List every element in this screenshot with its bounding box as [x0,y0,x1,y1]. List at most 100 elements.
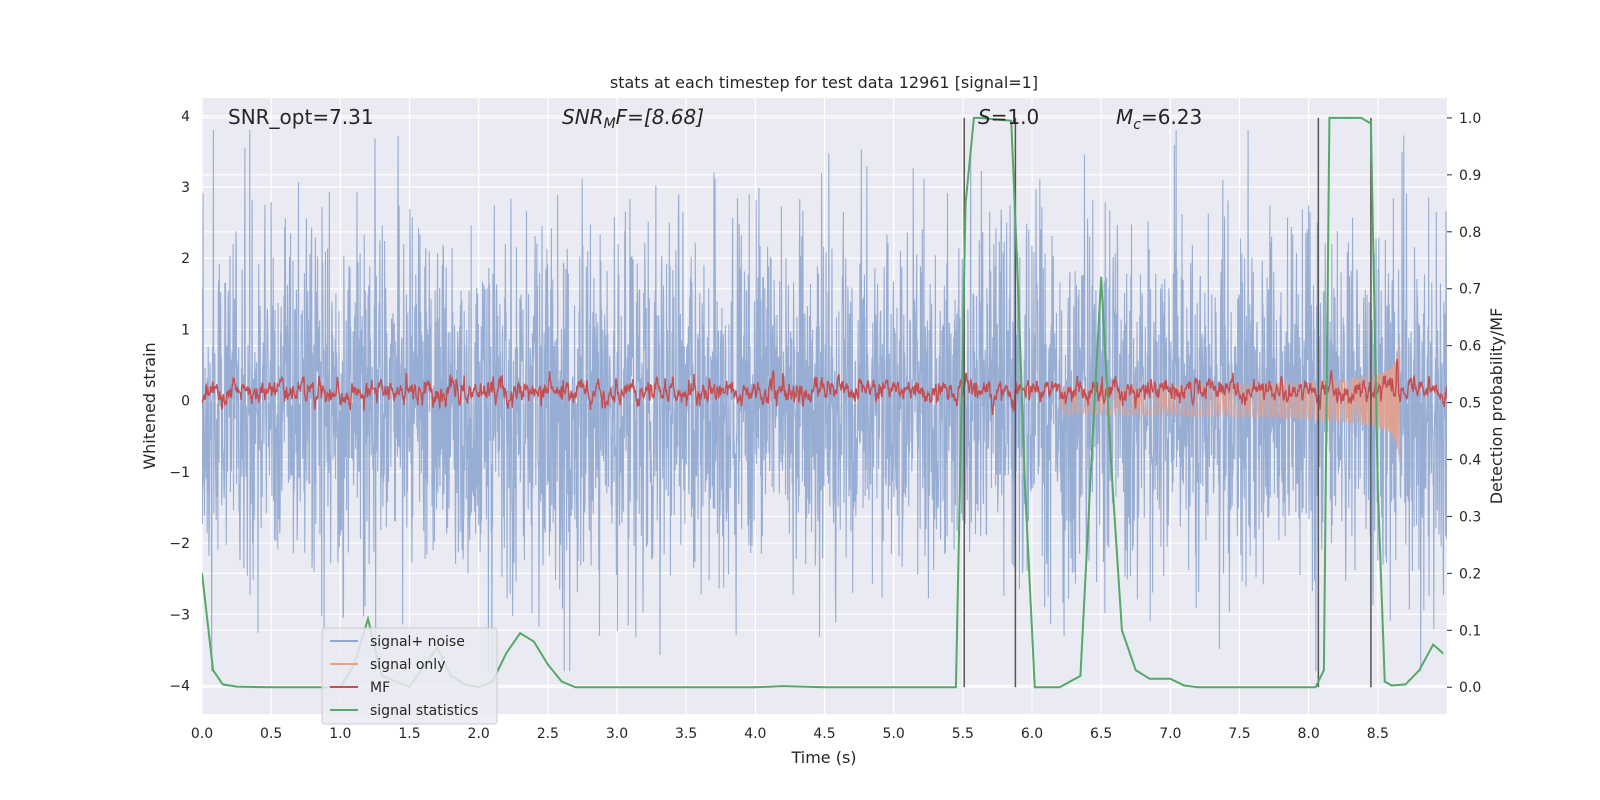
series-signal-noise [202,130,1447,672]
series-mf [202,358,1447,416]
signal-statistics-point [1079,675,1082,677]
signal-statistics-point [1058,686,1061,689]
x-tick-label: 4.5 [813,726,835,742]
signal-statistics-point [1432,643,1434,646]
x-tick-label: 4.0 [744,726,766,742]
y-tick-label: 3 [181,180,190,196]
signal-statistics-point [1314,686,1317,689]
signal-statistics-point [519,632,521,634]
y2-tick-label: 0.5 [1459,396,1481,412]
x-tick-label: 2.5 [537,726,559,742]
signal-statistics-point [1121,629,1123,632]
y-tick-label: −2 [169,536,190,552]
legend-label-mf: MF [370,680,390,696]
x-tick-label: 0.0 [191,726,213,742]
y-tick-label: −3 [169,607,190,623]
x-axis-label: Time (s) [790,748,856,767]
signal-statistics-point [1197,686,1199,689]
legend-label-signal-only: signal only [370,657,445,673]
signal-statistics-point [212,669,214,671]
x-tick-label: 3.0 [606,726,628,742]
signal-statistics-point [1349,117,1351,119]
signal-statistics-point [1045,686,1047,689]
x-tick-label: 3.5 [675,726,697,742]
annotation-snr-mf: SNRMF=[8.68] [562,105,704,132]
signal-statistics-point [221,683,224,686]
y-tick-label: 0 [181,394,190,410]
signal-statistics-point [1010,119,1013,122]
x-tick-label: 6.0 [1021,726,1043,742]
signal-statistics-point [1033,686,1036,689]
y-axis-label: Whitened strain [140,342,159,469]
y-tick-label: −4 [169,679,190,695]
signal-statistics-point [1370,122,1372,125]
signal-statistics-point [1383,680,1386,683]
signal-statistics-point [311,686,314,689]
signal-statistics-point [964,202,967,205]
series-signal-only [1059,333,1400,462]
y2-tick-label: 0.7 [1459,282,1481,298]
x-tick-label: 2.0 [468,726,490,742]
signal-statistics-point [754,686,757,689]
y2-tick-label: 0.4 [1459,453,1481,469]
x-tick-label: 1.0 [329,726,351,742]
signal-statistics-point [1323,669,1325,671]
y2-tick-label: 0.6 [1459,339,1481,355]
mf-line [202,358,1447,416]
y2-tick-label: 0.9 [1459,168,1481,184]
signal-statistics-point [560,680,563,683]
annotation-snr-opt: SNR_opt=7.31 [228,105,374,129]
signal-statistics-point [1328,117,1331,119]
y2-tick-label: 0.8 [1459,225,1481,241]
x-tick-label: 8.5 [1367,726,1389,742]
x-tick-label: 8.0 [1298,726,1320,742]
x-axis-ticks: 0.0 0.5 1.0 1.5 2.0 2.5 3.0 3.5 4.0 4.5 5.0 5.5 6.0 6… [191,726,1389,742]
chart-title: stats at each timestep for test data 129… [610,73,1038,92]
y-tick-label: 1 [181,322,190,338]
signal-statistics-point [1442,652,1444,654]
x-tick-label: 0.5 [260,726,282,742]
signal-statistics-point [616,686,618,689]
signal-statistics-point [1100,276,1102,279]
y-tick-label: −1 [169,465,190,481]
signal-statistics-point [202,572,203,575]
signal-statistics-point [270,686,272,689]
signal-statistics-point [1280,686,1282,689]
annotation-s-value: S=1.0 [978,105,1039,129]
legend-label-signal-statistics: signal statistics [370,703,478,719]
signal-statistics-point [1418,669,1421,671]
signal-statistics-point [547,663,549,666]
y2-tick-label: 0.3 [1459,509,1481,525]
y-axis-ticks: 4 3 2 1 0 −1 −2 −3 −4 [169,109,190,695]
signal-statistics-point [1390,684,1393,687]
x-tick-label: 5.5 [952,726,974,742]
x-tick-label: 1.5 [398,726,420,742]
signal-statistics-point [574,686,577,689]
signal-statistics-point [1090,458,1093,461]
legend-label-signal-noise: signal+ noise [370,634,465,650]
signal-statistics-point [1377,487,1379,489]
signal-statistics-point [973,117,975,119]
signal-statistics-point [1238,686,1241,689]
signal-noise-line [202,130,1447,672]
signal-statistics-point [892,686,895,689]
y2-tick-label: 0.1 [1459,623,1481,639]
signal-statistics-point [1183,684,1185,687]
signal-statistics-point [1169,677,1172,680]
signal-statistics-point [1017,287,1019,290]
signal-statistics-point [1134,669,1137,671]
signal-statistics-point [823,686,826,689]
legend: signal+ noise signal only MF signal stat… [321,627,498,725]
y2-axis-label: Detection probability/MF [1487,308,1506,505]
signal-only-line [1059,333,1400,462]
y-tick-label: 4 [181,109,190,125]
signal-statistics-point [367,618,369,620]
signal-statistics-point [1404,683,1407,686]
y2-tick-label: 0.0 [1459,680,1481,696]
y2-axis-ticks: 1.0 0.9 0.8 0.7 0.6 0.5 0.4 0.3 0.2 0.1 0.0 [1447,111,1481,696]
signal-statistics-point [533,640,535,643]
x-tick-label: 7.0 [1159,726,1181,742]
x-tick-label: 5.0 [883,726,905,742]
signal-statistics-point [505,652,508,654]
